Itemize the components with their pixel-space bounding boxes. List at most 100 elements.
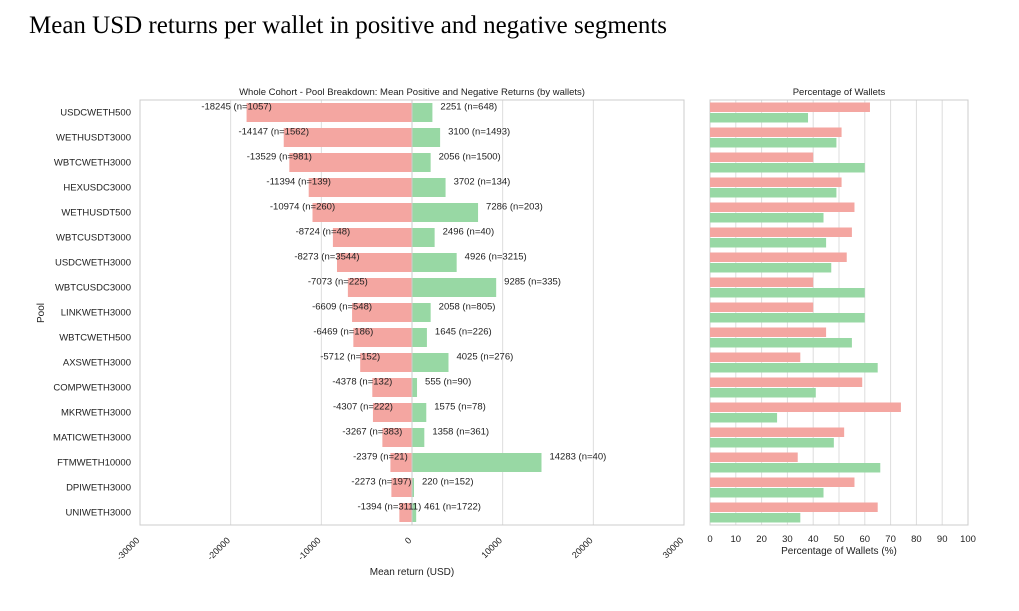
positive-bar xyxy=(412,178,446,197)
positive-percentage-bar xyxy=(710,263,832,273)
positive-bar xyxy=(412,253,457,272)
negative-value-label: -6469 (n=186) xyxy=(313,327,373,338)
positive-bar xyxy=(412,228,435,247)
positive-percentage-bar xyxy=(710,188,837,198)
positive-percentage-bar xyxy=(710,138,837,148)
page-title: Mean USD returns per wallet in positive … xyxy=(29,12,668,39)
negative-value-label: -13529 (n=981) xyxy=(247,152,312,163)
positive-bar xyxy=(412,303,431,322)
positive-bar xyxy=(412,278,497,297)
negative-value-label: -4307 (n=222) xyxy=(333,402,393,413)
positive-percentage-bar xyxy=(710,388,816,398)
negative-percentage-bar xyxy=(710,302,814,312)
negative-percentage-bar xyxy=(710,452,798,462)
negative-value-label: -14147 (n=1562) xyxy=(238,127,309,138)
positive-percentage-bar xyxy=(710,438,834,448)
positive-value-label: 1575 (n=78) xyxy=(434,402,486,413)
returns-xtick-label: -10000 xyxy=(296,535,323,562)
positive-bar xyxy=(412,503,417,522)
percentage-chart-title: Percentage of Wallets xyxy=(793,87,886,98)
negative-percentage-bar xyxy=(710,202,855,212)
negative-bar xyxy=(332,228,412,247)
returns-xtick-label: -30000 xyxy=(115,535,142,562)
negative-bar xyxy=(246,103,412,122)
positive-value-label: 2496 (n=40) xyxy=(443,227,495,238)
negative-bar xyxy=(336,253,412,272)
positive-percentage-bar xyxy=(710,363,878,373)
positive-percentage-bar xyxy=(710,513,801,523)
returns-chart-ylabel: Pool xyxy=(36,303,47,323)
positive-percentage-bar xyxy=(710,463,881,473)
negative-value-label: -18245 (n=1057) xyxy=(201,102,272,113)
returns-chart-xlabel: Mean return (USD) xyxy=(370,567,454,578)
negative-percentage-bar xyxy=(710,427,845,437)
positive-bar xyxy=(412,403,427,422)
returns-xtick-label: 10000 xyxy=(479,535,504,560)
negative-value-label: -1394 (n=3111) xyxy=(357,502,421,513)
positive-value-label: 2251 (n=648) xyxy=(440,102,497,113)
negative-percentage-bar xyxy=(710,327,827,337)
negative-percentage-bar xyxy=(710,352,801,362)
positive-value-label: 4926 (n=3215) xyxy=(465,252,527,263)
percentage-xtick-label: 10 xyxy=(731,534,742,545)
pool-category-label: USDCWETH3000 xyxy=(55,258,131,269)
positive-percentage-bar xyxy=(710,163,865,173)
percentage-chart-xlabel: Percentage of Wallets (%) xyxy=(781,546,897,557)
pool-category-label: HEXUSDC3000 xyxy=(63,183,131,194)
positive-percentage-bar xyxy=(710,488,824,498)
negative-percentage-bar xyxy=(710,102,870,112)
returns-xtick-label: 0 xyxy=(403,535,414,546)
negative-value-label: -8273 (n=3544) xyxy=(294,252,359,263)
positive-value-label: 461 (n=1722) xyxy=(424,502,481,513)
percentage-xtick-label: 30 xyxy=(782,534,793,545)
negative-bar xyxy=(347,278,412,297)
percentage-xtick-label: 0 xyxy=(707,534,712,545)
positive-percentage-bar xyxy=(710,338,852,348)
positive-bar xyxy=(412,128,441,147)
positive-value-label: 220 (n=152) xyxy=(422,477,474,488)
negative-percentage-bar xyxy=(710,252,847,262)
negative-value-label: -10974 (n=260) xyxy=(270,202,335,213)
negative-percentage-bar xyxy=(710,152,814,162)
positive-value-label: 555 (n=90) xyxy=(425,377,471,388)
percentage-xtick-label: 40 xyxy=(808,534,819,545)
percentage-chart-frame xyxy=(709,99,969,526)
positive-bar xyxy=(412,378,418,397)
percentage-xtick-label: 60 xyxy=(860,534,871,545)
negative-bar xyxy=(352,303,412,322)
positive-percentage-bar xyxy=(710,113,809,123)
negative-value-label: -2379 (n=21) xyxy=(353,452,408,463)
negative-bar xyxy=(308,178,412,197)
negative-bar xyxy=(353,328,412,347)
negative-percentage-bar xyxy=(710,177,842,187)
percentage-chart: Percentage of Wallets 0 10 20 30 40 50 60 70 80 9… xyxy=(707,87,976,557)
negative-percentage-bar xyxy=(710,377,863,387)
negative-value-label: -11394 (n=139) xyxy=(266,177,331,188)
returns-xtick-label: -20000 xyxy=(205,535,232,562)
pool-category-label: AXSWETH3000 xyxy=(63,358,131,369)
pool-category-label: COMPWETH3000 xyxy=(53,383,131,394)
negative-value-label: -7073 (n=225) xyxy=(308,277,368,288)
positive-value-label: 2058 (n=805) xyxy=(439,302,496,313)
positive-percentage-bar xyxy=(710,288,865,298)
positive-bar xyxy=(412,103,433,122)
pool-category-label: MATICWETH3000 xyxy=(53,433,131,444)
negative-value-label: -3267 (n=383) xyxy=(342,427,402,438)
positive-value-label: 7286 (n=203) xyxy=(486,202,543,213)
negative-value-label: -4378 (n=132) xyxy=(332,377,392,388)
positive-bar xyxy=(412,453,542,472)
negative-percentage-bar xyxy=(710,127,842,137)
positive-bar xyxy=(412,478,414,497)
positive-bar xyxy=(412,328,427,347)
positive-percentage-bar xyxy=(710,413,778,423)
negative-bar xyxy=(372,403,412,422)
percentage-xtick-label: 20 xyxy=(756,534,767,545)
positive-value-label: 4025 (n=276) xyxy=(456,352,513,363)
negative-percentage-bar xyxy=(710,477,855,487)
positive-value-label: 3702 (n=134) xyxy=(454,177,511,188)
positive-bar xyxy=(412,353,449,372)
negative-bar xyxy=(390,453,412,472)
negative-value-label: -2273 (n=197) xyxy=(351,477,411,488)
negative-bar xyxy=(382,428,412,447)
